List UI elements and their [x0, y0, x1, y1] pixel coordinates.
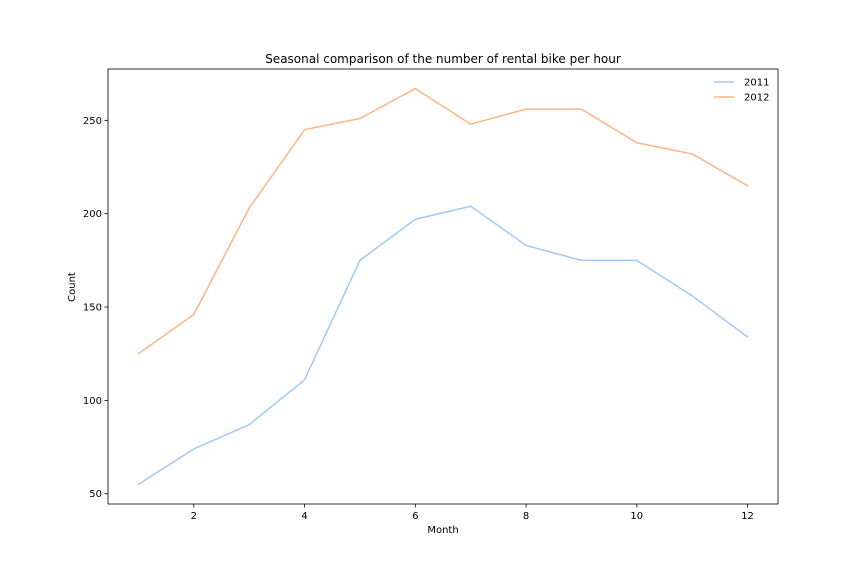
x-tick-label: 10	[630, 511, 643, 522]
x-axis-label: Month	[427, 525, 458, 536]
series-line-2012	[137, 87, 749, 355]
legend: 2011 2012	[714, 78, 769, 104]
legend-label-2012: 2012	[744, 93, 769, 104]
y-axis-label: Count	[67, 272, 78, 302]
y-tick-label: 150	[83, 303, 102, 314]
x-tick-label: 12	[741, 511, 754, 522]
x-tick-label: 2	[191, 511, 197, 522]
x-axis-ticks: 2 4 6 8 10 12	[191, 504, 754, 522]
x-tick-label: 6	[412, 511, 418, 522]
series-lines	[137, 87, 749, 486]
plot-frame	[107, 68, 779, 505]
series-line-2011	[137, 205, 749, 486]
y-axis-ticks: 50 100 150 200 250	[83, 116, 108, 500]
x-tick-label: 8	[523, 511, 529, 522]
y-tick-label: 250	[83, 116, 102, 127]
legend-label-2011: 2011	[744, 78, 769, 89]
x-tick-label: 4	[301, 511, 307, 522]
y-tick-label: 200	[83, 209, 102, 220]
chart-title: Seasonal comparison of the number of ren…	[265, 52, 621, 66]
y-tick-label: 100	[83, 396, 102, 407]
y-tick-label: 50	[89, 489, 102, 500]
